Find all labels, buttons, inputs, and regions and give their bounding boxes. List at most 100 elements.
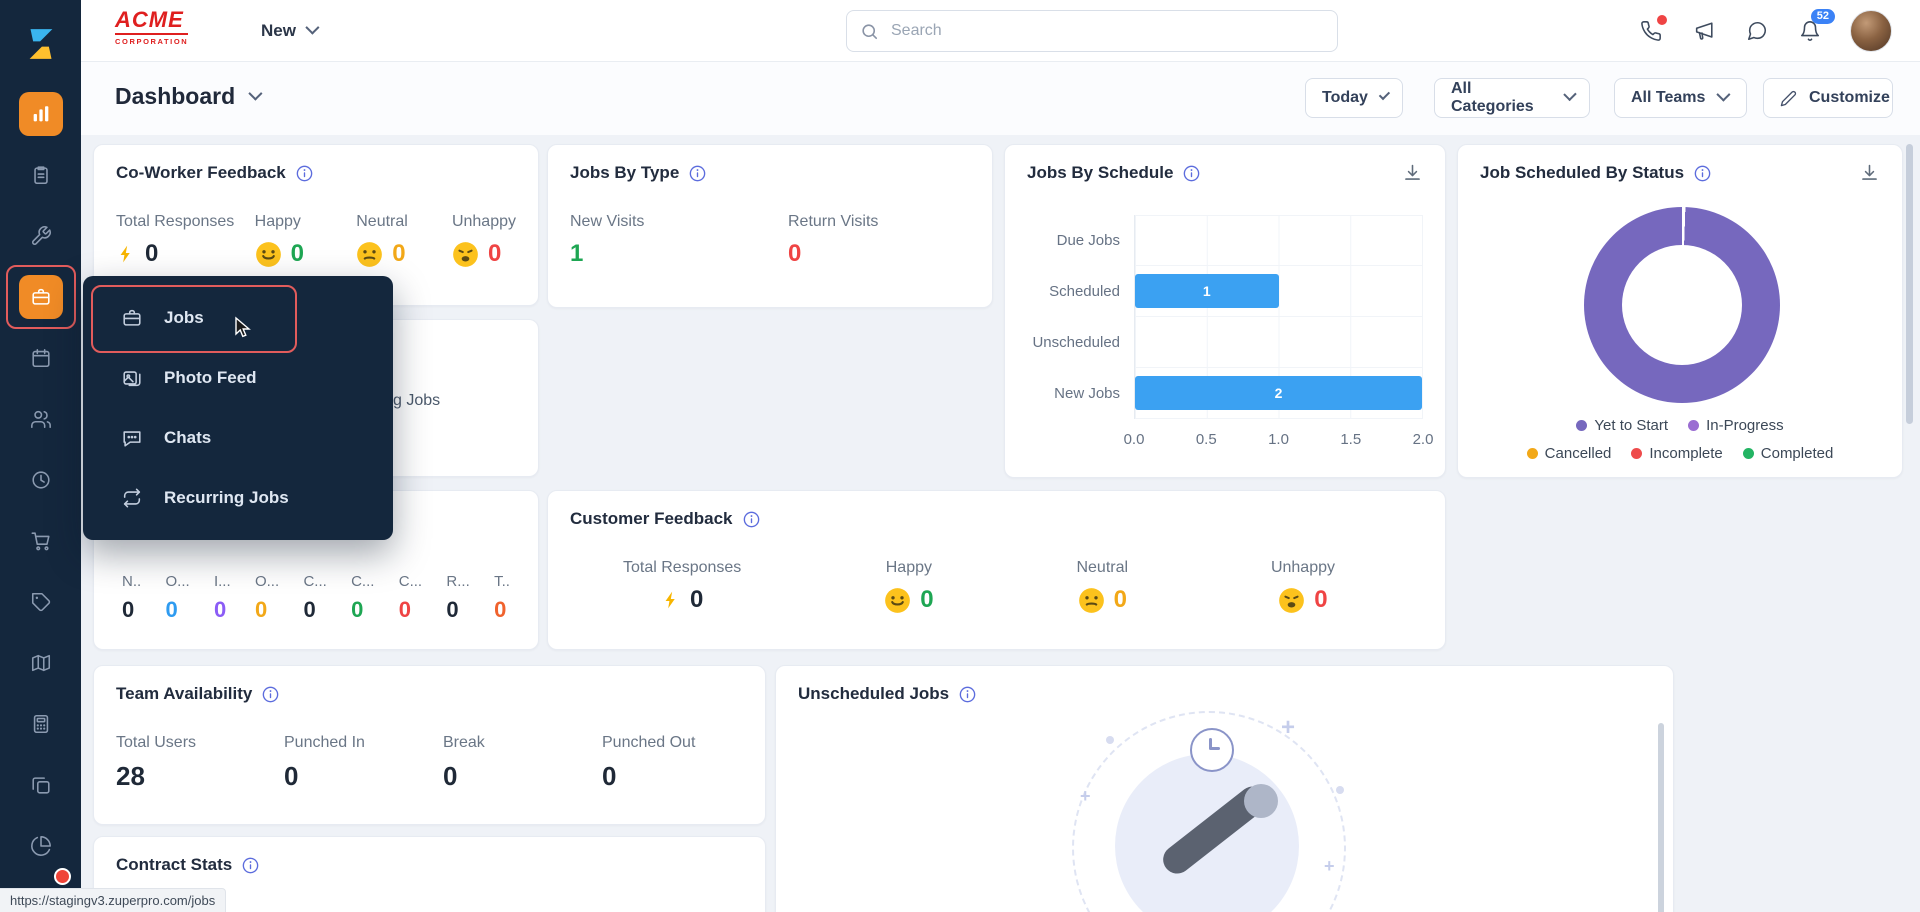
schedule-chart-axis: 0.0 0.5 1.0 1.5 2.0 <box>1124 419 1434 453</box>
chart-bar[interactable]: 2 <box>1135 376 1422 410</box>
categories-filter-dropdown[interactable]: All Categories <box>1434 78 1590 118</box>
acme-logo-text: ACME <box>115 9 189 35</box>
donut-hole <box>1622 245 1742 365</box>
legend-label: Cancelled <box>1544 445 1612 462</box>
sidebar-item-jobs[interactable] <box>5 265 76 329</box>
clock-icon <box>30 469 52 491</box>
phone-icon[interactable] <box>1638 13 1668 44</box>
wrench-icon <box>30 225 52 247</box>
happy-face-icon <box>884 587 911 614</box>
neutral-face-icon <box>1078 587 1105 614</box>
users-icon <box>30 408 52 430</box>
sidebar-item-invoices[interactable] <box>19 702 63 746</box>
stat-happy: Happy 0 <box>255 213 357 268</box>
legend-item-cancelled[interactable]: Cancelled <box>1526 445 1612 462</box>
chevron-down-icon[interactable] <box>248 86 263 101</box>
tag-icon <box>30 591 52 613</box>
date-filter-dropdown[interactable]: Today <box>1305 78 1403 118</box>
flyout-item-chats[interactable]: Chats <box>83 408 393 468</box>
chart-row <box>1135 215 1422 266</box>
stat-return-visits: Return Visits 0 <box>788 213 878 268</box>
sidebar-item-service[interactable] <box>19 214 63 258</box>
info-icon[interactable] <box>262 686 279 703</box>
clock-illustration-icon <box>1190 728 1234 772</box>
sidebar-item-quotes[interactable] <box>19 153 63 197</box>
page-header: Dashboard Today All Categories All Teams… <box>81 61 1920 135</box>
chart-axis-tick: 0.0 <box>1123 431 1145 448</box>
info-icon[interactable] <box>1183 165 1200 182</box>
card-scrollbar[interactable] <box>1658 723 1664 912</box>
info-icon[interactable] <box>689 165 706 182</box>
sidebar-item-teams[interactable] <box>19 397 63 441</box>
sidebar-item-map[interactable] <box>19 641 63 685</box>
legend-item-yet-to-start[interactable]: Yet to Start <box>1576 417 1668 434</box>
user-avatar[interactable] <box>1850 9 1892 52</box>
chat-icon <box>119 425 145 451</box>
sidebar-item-timesheets[interactable] <box>19 458 63 502</box>
status-donut-chart[interactable] <box>1584 207 1780 403</box>
info-icon[interactable] <box>1694 165 1711 182</box>
legend-label: Incomplete <box>1649 445 1723 462</box>
info-icon[interactable] <box>242 857 259 874</box>
chevron-down-icon <box>1562 87 1577 102</box>
search-box[interactable] <box>846 10 1338 52</box>
stat-total-users: Total Users 28 <box>116 734 284 792</box>
partially-visible-label: g Jobs <box>393 392 441 409</box>
calendar-icon <box>30 347 52 369</box>
chevron-down-icon <box>1378 88 1391 101</box>
card-title: Jobs By Schedule <box>1027 163 1174 182</box>
stat-label: C... <box>351 573 375 590</box>
main-scrollbar[interactable] <box>1906 144 1913 424</box>
stat-total-responses: Total Responses 0 <box>116 213 255 268</box>
teams-filter-label: All Teams <box>1631 89 1706 106</box>
teams-filter-dropdown[interactable]: All Teams <box>1614 78 1747 118</box>
chart-bar[interactable]: 1 <box>1135 274 1279 308</box>
search-input[interactable] <box>889 21 1337 41</box>
info-icon[interactable] <box>959 686 976 703</box>
sidebar-item-parts[interactable] <box>19 519 63 563</box>
download-icon[interactable] <box>1859 162 1880 183</box>
sidebar-item-schedule[interactable] <box>19 336 63 380</box>
chat-icon[interactable] <box>1744 18 1770 44</box>
stat-break: Break 0 <box>443 734 602 792</box>
info-icon[interactable] <box>296 165 313 182</box>
chart-axis-tick: 2.0 <box>1412 431 1434 448</box>
flyout-item-recurring-jobs[interactable]: Recurring Jobs <box>83 468 393 528</box>
legend-item-in-progress[interactable]: In-Progress <box>1688 417 1784 434</box>
jobs-by-schedule-card: Jobs By Schedule Due Jobs Scheduled Unsche… <box>1004 144 1446 478</box>
sidebar-item-reports[interactable] <box>19 763 63 807</box>
job-stat-column: T.. 0 <box>494 573 510 623</box>
stat-value: 0 <box>443 761 458 791</box>
card-title: Contract Stats <box>116 855 233 874</box>
stat-label: Unhappy <box>451 213 516 230</box>
cart-icon <box>30 530 52 552</box>
zuper-logo[interactable] <box>19 22 63 66</box>
stat-neutral: Neutral 0 <box>1076 559 1128 614</box>
megaphone-icon[interactable] <box>1691 18 1717 44</box>
customer-feedback-stats: Total Responses 0 Happy 0 Neutral 0 Unhappy 0 <box>548 559 1445 614</box>
legend-dot <box>1631 448 1643 459</box>
calculator-icon <box>30 713 52 735</box>
sidebar-item-dashboard[interactable] <box>18 92 63 136</box>
legend-item-incomplete[interactable]: Incomplete <box>1631 445 1723 462</box>
chart-row: 2 <box>1135 368 1422 419</box>
new-button[interactable]: New <box>261 18 320 44</box>
info-icon[interactable] <box>743 511 760 528</box>
stat-label: Neutral <box>1076 559 1129 576</box>
legend-dot <box>1526 448 1538 459</box>
stat-label: R... <box>446 573 470 590</box>
customize-button[interactable]: Customize <box>1763 78 1893 118</box>
download-icon[interactable] <box>1402 162 1423 183</box>
job-stat-column: O... 0 <box>255 573 279 623</box>
flyout-item-photo-feed[interactable]: Photo Feed <box>83 348 393 408</box>
sidebar-item-pricing[interactable] <box>19 580 63 624</box>
chart-category-label: Unscheduled <box>1032 334 1120 351</box>
bell-icon[interactable]: 52 <box>1797 8 1835 44</box>
phone-badge <box>1656 13 1668 26</box>
job-stats-row: N.. 0 O... 0 I... 0 O... 0 C... 0 C... 0 C... 0 R... 0 T… <box>94 573 538 623</box>
legend-item-completed[interactable]: Completed <box>1742 445 1833 462</box>
acme-logo-subtext: CORPORATION <box>115 37 189 46</box>
sidebar-item-analytics[interactable] <box>19 824 63 868</box>
flyout-item-jobs[interactable]: Jobs <box>83 288 393 348</box>
